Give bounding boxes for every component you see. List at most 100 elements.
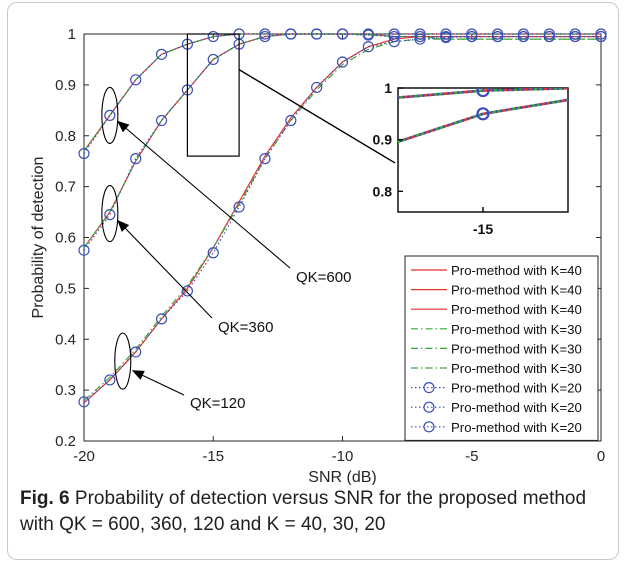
y-tick-label: 0.2: [55, 433, 76, 450]
x-tick-label: -20: [73, 448, 95, 465]
series-marker: [285, 114, 297, 127]
legend-entry-label: Pro-method with K=20: [451, 420, 582, 435]
series-marker: [569, 28, 581, 40]
inset-x-tick-label: -15: [473, 221, 493, 237]
annotation-arrow: [117, 219, 213, 319]
y-tick-label: 0.3: [55, 382, 76, 399]
caption-label: Fig. 6: [20, 488, 70, 509]
legend-marker-sample: [423, 382, 435, 394]
series-marker: [104, 209, 116, 221]
figure-caption: Fig. 6 Probability of detection versus S…: [20, 486, 610, 538]
inset-y-tick-label: 1: [384, 80, 392, 96]
series-marker: [78, 147, 90, 160]
series-marker: [104, 374, 116, 386]
series-marker: [388, 36, 400, 48]
inset-y-tick-label: 0.9: [373, 132, 393, 148]
series-marker: [543, 28, 555, 40]
series-marker: [207, 53, 219, 66]
series-marker: [104, 109, 116, 122]
series-marker: [440, 28, 452, 40]
series-marker: [543, 30, 555, 43]
series-marker: [155, 313, 168, 325]
series-marker: [155, 48, 168, 60]
series-marker: [466, 30, 478, 43]
legend-entry-label: Pro-method with K=20: [451, 400, 582, 415]
curve-group-ellipse: [101, 86, 119, 144]
legend-entry-label: Pro-method with K=30: [451, 341, 582, 356]
y-axis-label: Probability of detection: [30, 157, 47, 319]
inset-plot-area: [397, 87, 569, 213]
curve-group-ellipse: [101, 185, 119, 243]
legend-entry-label: Pro-method with K=40: [451, 302, 582, 317]
series-marker: [155, 114, 168, 127]
annotation-label: QK=600: [296, 269, 351, 286]
series-marker: [362, 41, 374, 53]
series-marker: [466, 28, 478, 40]
y-tick-label: 0.8: [55, 128, 76, 145]
legend-marker-sample: [423, 401, 435, 413]
inset-y-tick-label: 0.8: [373, 183, 393, 199]
series-marker: [440, 31, 452, 44]
series-marker: [414, 33, 426, 45]
x-tick-label: -15: [202, 448, 224, 465]
series-marker: [207, 30, 219, 43]
series-line: [83, 38, 601, 401]
series-marker: [130, 153, 142, 165]
series-line: [83, 33, 601, 251]
series-marker: [492, 28, 504, 40]
x-tick-label: 0: [597, 448, 605, 465]
series-marker: [362, 29, 374, 41]
series-marker: [78, 396, 90, 408]
series-marker: [595, 30, 607, 43]
y-tick-label: 0.6: [55, 230, 76, 247]
legend-box: [404, 255, 599, 441]
annotation-arrow: [117, 120, 291, 269]
annotation-arrow: [131, 370, 185, 396]
series-marker: [311, 28, 323, 40]
series-marker: [259, 30, 271, 43]
series-marker: [388, 28, 400, 40]
series-marker: [492, 30, 504, 43]
y-tick-label: 0.5: [55, 280, 76, 297]
x-tick-label: -10: [332, 448, 354, 465]
annotation-label: QK=360: [218, 319, 273, 336]
series-marker: [78, 244, 90, 256]
legend-marker-sample: [423, 421, 435, 433]
legend-entry-label: Pro-method with K=40: [451, 283, 582, 298]
x-axis-label: SNR (dB): [308, 469, 376, 485]
series-marker: [259, 28, 271, 40]
annotation-label: QK=120: [190, 395, 245, 412]
series-marker: [233, 201, 245, 213]
zoom-box: [186, 33, 240, 157]
series-marker: [130, 74, 142, 86]
series-marker: [207, 247, 219, 259]
series-marker: [336, 56, 349, 68]
series-marker: [388, 30, 400, 43]
y-tick-label: 0.4: [55, 331, 76, 348]
detection-probability-chart: -20 -15 -10 -5 0 0.2 0.3 0.4 0.5 0.6 0.7 0.8 0.9 1 SNR…: [30, 26, 607, 485]
inset-series-marker: [476, 107, 490, 121]
series-marker: [517, 28, 530, 40]
caption-text: Probability of detection versus SNR for …: [20, 488, 587, 535]
y-tick-label: 0.7: [55, 179, 76, 196]
series-marker: [414, 30, 426, 43]
series-marker: [311, 81, 323, 94]
inset-series-marker: [476, 88, 490, 98]
series-marker: [595, 28, 607, 40]
series-line: [83, 35, 601, 404]
curve-group-ellipse: [114, 332, 132, 390]
series-marker: [259, 153, 271, 165]
inset-series-group: [398, 88, 568, 144]
series-marker: [181, 285, 193, 297]
legend-entry-label: Pro-method with K=40: [451, 263, 582, 278]
y-tick-label: 1: [68, 26, 76, 43]
zoom-connector: [238, 69, 396, 164]
series-marker: [569, 30, 581, 43]
legend-entry-label: Pro-method with K=30: [451, 361, 582, 376]
series-marker: [517, 30, 530, 43]
legend-entry-label: Pro-method with K=20: [451, 381, 582, 396]
y-tick-label: 0.9: [55, 77, 76, 94]
series-marker: [285, 28, 297, 40]
x-tick-label: -5: [465, 448, 478, 465]
legend-entry-label: Pro-method with K=30: [451, 322, 582, 337]
